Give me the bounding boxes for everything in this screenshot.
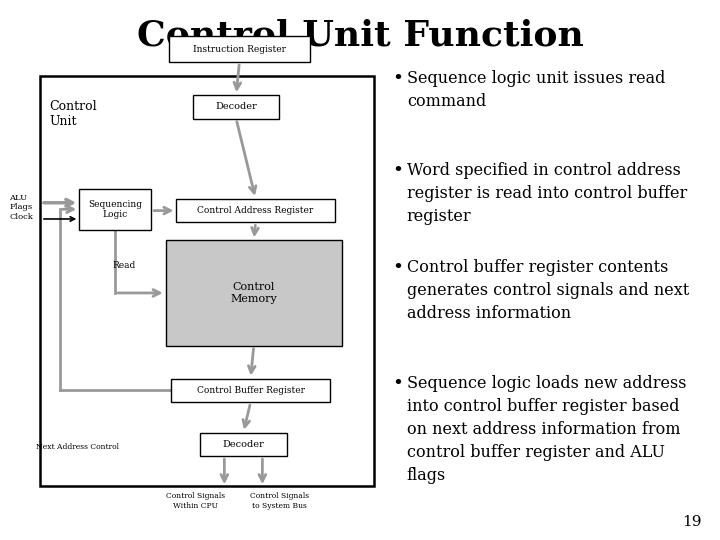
- Text: Sequence logic unit issues read
command: Sequence logic unit issues read command: [407, 70, 665, 110]
- Text: Control
Memory: Control Memory: [230, 282, 277, 303]
- Text: Control Address Register: Control Address Register: [197, 206, 314, 215]
- Text: Control
Unit: Control Unit: [49, 100, 96, 128]
- Text: Decoder: Decoder: [215, 103, 257, 111]
- Text: •: •: [392, 375, 403, 393]
- Text: •: •: [392, 259, 403, 277]
- Text: Sequence logic loads new address
into control buffer register based
on next addr: Sequence logic loads new address into co…: [407, 375, 686, 484]
- Text: •: •: [392, 70, 403, 88]
- Text: Word specified in control address
register is read into control buffer
register: Word specified in control address regist…: [407, 162, 687, 225]
- Text: Control Signals
to System Bus: Control Signals to System Bus: [250, 492, 309, 510]
- Text: Read: Read: [112, 261, 135, 270]
- Text: Decoder: Decoder: [222, 440, 264, 449]
- Text: Sequencing
Logic: Sequencing Logic: [89, 200, 142, 219]
- Text: Control Buffer Register: Control Buffer Register: [197, 386, 305, 395]
- Bar: [200, 433, 287, 456]
- Text: Instruction Register: Instruction Register: [193, 45, 286, 53]
- Text: Control Signals
Within CPU: Control Signals Within CPU: [166, 492, 225, 510]
- Text: Next Address Control: Next Address Control: [36, 443, 119, 451]
- Bar: [193, 95, 279, 119]
- Bar: [79, 189, 151, 230]
- Bar: [169, 36, 310, 62]
- Bar: [40, 76, 374, 486]
- Text: 19: 19: [683, 515, 702, 529]
- Bar: [176, 199, 335, 222]
- Bar: [166, 240, 342, 346]
- Text: •: •: [392, 162, 403, 180]
- Bar: [171, 379, 330, 402]
- Text: Control buffer register contents
generates control signals and next
address info: Control buffer register contents generat…: [407, 259, 689, 322]
- Text: ALU
Flags
Clock: ALU Flags Clock: [9, 194, 33, 220]
- Text: Control Unit Function: Control Unit Function: [137, 19, 583, 53]
